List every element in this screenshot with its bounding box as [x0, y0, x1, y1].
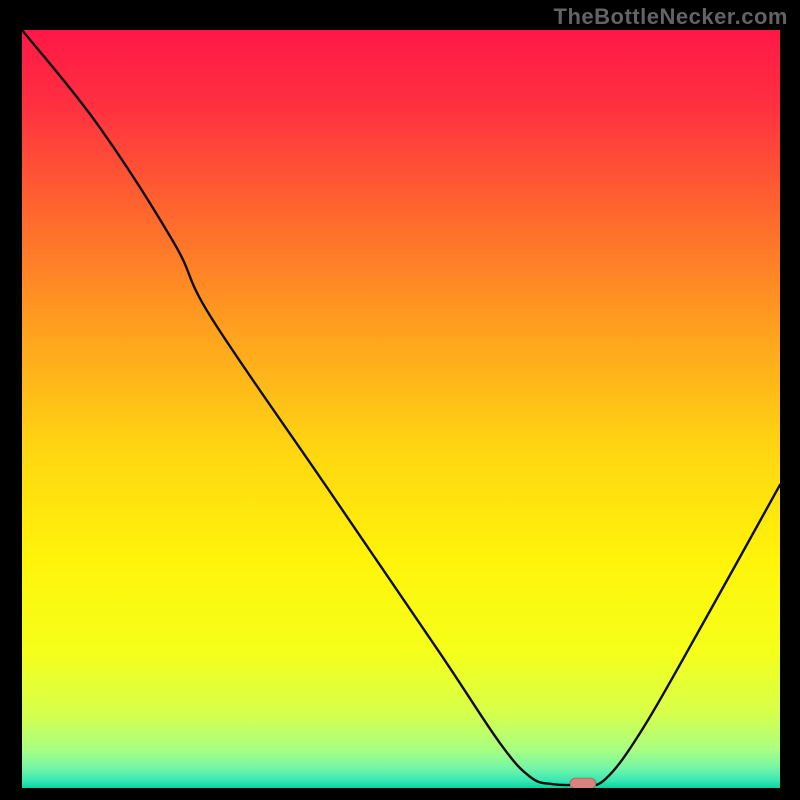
- chart-container: TheBottleNecker.com: [0, 0, 800, 800]
- plot-area: [22, 30, 780, 788]
- gradient-background: [22, 30, 780, 788]
- watermark-label: TheBottleNecker.com: [554, 4, 788, 30]
- chart-svg: [22, 30, 780, 788]
- optimal-marker: [570, 778, 596, 788]
